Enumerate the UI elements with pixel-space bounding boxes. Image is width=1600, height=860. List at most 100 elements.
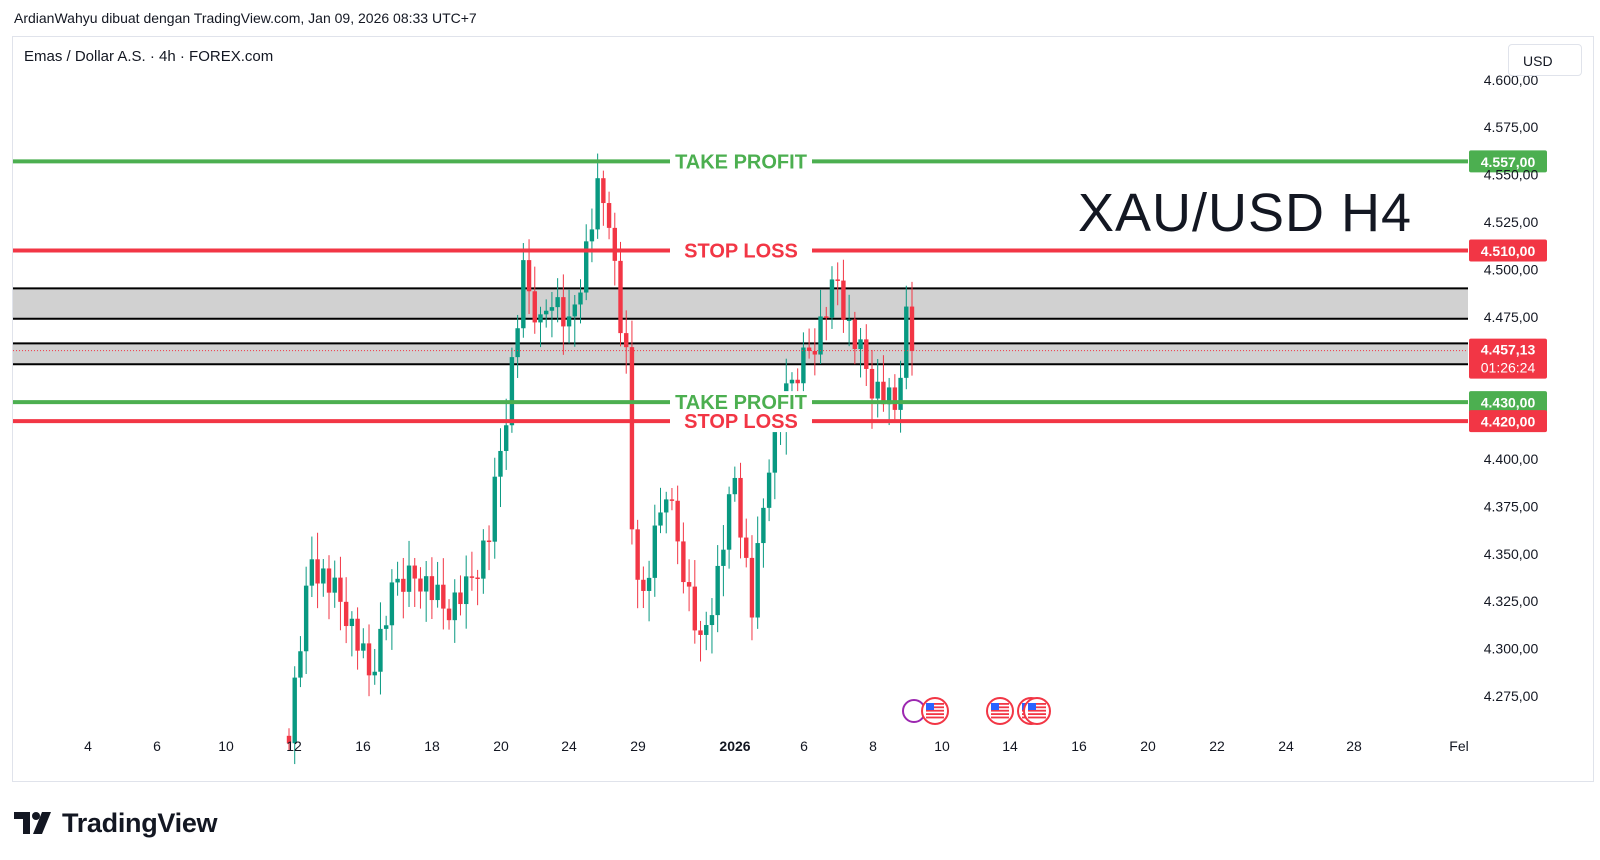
sr-zone-0[interactable]	[13, 288, 1468, 319]
candle[interactable]	[326, 568, 332, 593]
candle[interactable]	[641, 579, 646, 591]
candle[interactable]	[566, 316, 572, 327]
candle[interactable]	[418, 578, 423, 592]
candle[interactable]	[309, 559, 315, 586]
candle[interactable]	[515, 328, 520, 358]
candle[interactable]	[561, 297, 566, 327]
candle[interactable]	[824, 316, 829, 318]
candle[interactable]	[452, 592, 457, 621]
candle[interactable]	[503, 425, 509, 451]
candle[interactable]	[389, 582, 395, 626]
candle[interactable]	[412, 565, 417, 579]
candle[interactable]	[715, 565, 720, 616]
candle[interactable]	[904, 306, 909, 378]
candle[interactable]	[652, 525, 657, 578]
candle[interactable]	[303, 585, 309, 652]
candle[interactable]	[492, 476, 497, 542]
candle[interactable]	[509, 357, 515, 426]
candle[interactable]	[486, 540, 492, 543]
candle[interactable]	[812, 351, 818, 355]
candle[interactable]	[709, 615, 715, 626]
candle[interactable]	[658, 512, 663, 526]
candle[interactable]	[618, 260, 623, 334]
candle[interactable]	[681, 541, 686, 583]
candle[interactable]	[532, 291, 537, 323]
candle[interactable]	[578, 292, 583, 305]
candle[interactable]	[669, 499, 675, 501]
candle[interactable]	[435, 584, 440, 601]
candle[interactable]	[772, 429, 778, 473]
candle[interactable]	[755, 543, 760, 618]
candle[interactable]	[446, 608, 452, 621]
candle[interactable]	[338, 577, 343, 602]
currency-button[interactable]: USD	[1508, 44, 1582, 76]
candle[interactable]	[846, 319, 852, 321]
us-flag-icon[interactable]	[986, 697, 1014, 725]
candle[interactable]	[875, 381, 880, 399]
candle[interactable]	[744, 537, 749, 558]
candle[interactable]	[795, 379, 800, 384]
candle[interactable]	[806, 347, 812, 352]
candle[interactable]	[886, 387, 892, 405]
candle[interactable]	[332, 577, 337, 593]
candle[interactable]	[406, 565, 412, 592]
candle[interactable]	[664, 499, 669, 513]
candle[interactable]	[463, 576, 469, 605]
candle[interactable]	[315, 559, 320, 584]
candle[interactable]	[589, 229, 595, 242]
candle[interactable]	[584, 241, 589, 293]
us-flag-icon[interactable]	[1023, 697, 1051, 725]
candle[interactable]	[789, 379, 795, 384]
candle[interactable]	[383, 625, 389, 629]
candle[interactable]	[423, 576, 429, 592]
candle[interactable]	[635, 529, 640, 580]
candle[interactable]	[349, 618, 355, 627]
candle[interactable]	[675, 500, 680, 542]
candle[interactable]	[721, 549, 726, 566]
candle[interactable]	[401, 578, 406, 592]
candle[interactable]	[555, 297, 560, 308]
candle[interactable]	[498, 450, 503, 477]
candle[interactable]	[761, 507, 766, 544]
candle[interactable]	[544, 310, 549, 315]
candle[interactable]	[292, 677, 297, 744]
candle[interactable]	[595, 178, 600, 230]
candle[interactable]	[909, 306, 915, 351]
candle[interactable]	[366, 643, 372, 676]
candle[interactable]	[726, 494, 732, 550]
candle[interactable]	[704, 625, 709, 635]
candle[interactable]	[526, 260, 532, 292]
candle[interactable]	[441, 584, 446, 609]
candle[interactable]	[343, 601, 349, 627]
candle[interactable]	[646, 577, 652, 591]
candle[interactable]	[361, 643, 366, 651]
candle[interactable]	[881, 381, 886, 405]
candle[interactable]	[766, 472, 772, 508]
candle[interactable]	[858, 339, 863, 350]
candle[interactable]	[372, 671, 377, 676]
candle[interactable]	[469, 576, 475, 578]
candle[interactable]	[841, 280, 846, 320]
candle[interactable]	[395, 578, 400, 583]
candle[interactable]	[898, 377, 903, 410]
candle[interactable]	[601, 178, 606, 204]
candle[interactable]	[606, 203, 612, 228]
candle[interactable]	[686, 582, 692, 587]
candle[interactable]	[481, 540, 486, 579]
tradingview-logo[interactable]: TradingView	[14, 808, 218, 838]
candle[interactable]	[624, 333, 629, 348]
candle[interactable]	[738, 477, 743, 538]
candle[interactable]	[298, 651, 303, 678]
candle[interactable]	[612, 227, 617, 261]
candle[interactable]	[835, 279, 840, 281]
candle[interactable]	[538, 314, 543, 323]
candle[interactable]	[698, 630, 703, 635]
candle[interactable]	[475, 577, 480, 580]
candle[interactable]	[692, 586, 698, 631]
candle[interactable]	[378, 628, 383, 672]
candle[interactable]	[801, 347, 806, 384]
candle[interactable]	[429, 576, 435, 601]
candle[interactable]	[549, 307, 555, 311]
candle[interactable]	[852, 319, 858, 350]
